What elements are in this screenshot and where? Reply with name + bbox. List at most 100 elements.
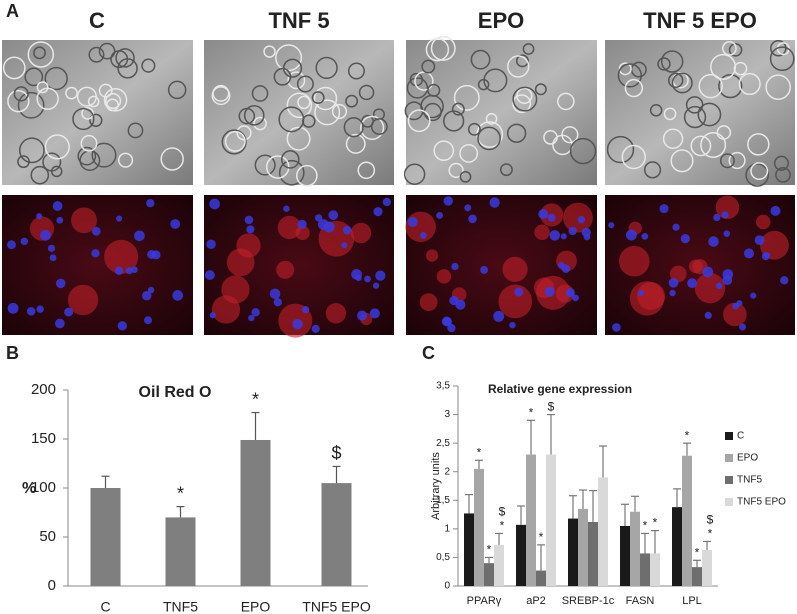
lipid bbox=[277, 215, 302, 240]
nucleus bbox=[357, 310, 368, 321]
nucleus bbox=[549, 230, 560, 241]
image-label: C bbox=[89, 8, 105, 33]
nucleus bbox=[572, 294, 579, 302]
nucleus bbox=[55, 278, 66, 289]
nucleus bbox=[342, 225, 352, 235]
cell bbox=[7, 89, 30, 113]
nucleus bbox=[341, 242, 348, 249]
cell bbox=[88, 46, 105, 63]
nucleus bbox=[489, 197, 500, 208]
image-label: TNF 5 bbox=[268, 8, 329, 33]
bar bbox=[464, 513, 474, 586]
lipid bbox=[425, 249, 439, 262]
nucleus bbox=[577, 215, 586, 224]
nucleus bbox=[49, 254, 57, 262]
nucleus bbox=[436, 211, 444, 219]
bar bbox=[240, 439, 271, 586]
cell bbox=[345, 133, 366, 154]
cell bbox=[160, 147, 184, 171]
cell bbox=[110, 50, 129, 69]
significance-marker: $ bbox=[548, 400, 555, 414]
nucleus bbox=[248, 314, 255, 322]
cell bbox=[698, 73, 723, 99]
nucleus bbox=[538, 209, 549, 220]
cell bbox=[98, 83, 113, 98]
bar bbox=[568, 518, 578, 586]
legend-label: TNF5 bbox=[737, 475, 762, 486]
cell bbox=[343, 117, 364, 138]
y-tick-label: 2,5 bbox=[436, 438, 450, 449]
nucleus bbox=[26, 307, 36, 316]
cell bbox=[282, 58, 303, 78]
cell bbox=[27, 41, 55, 68]
legend-label: TNF5 EPO bbox=[737, 497, 786, 508]
nucleus bbox=[116, 215, 123, 222]
lipid bbox=[419, 293, 438, 312]
cell bbox=[224, 130, 246, 152]
nucleus bbox=[547, 213, 556, 222]
cell bbox=[30, 165, 50, 185]
cell bbox=[44, 134, 70, 160]
nucleus bbox=[680, 234, 690, 244]
nucleus bbox=[273, 298, 282, 307]
significance-marker: * bbox=[177, 483, 184, 503]
nucleus bbox=[704, 311, 712, 319]
cell bbox=[773, 155, 790, 171]
nucleus bbox=[713, 213, 721, 222]
nucleus bbox=[708, 236, 719, 247]
cell bbox=[65, 86, 78, 100]
legend-swatch bbox=[725, 498, 733, 506]
cell bbox=[769, 46, 795, 72]
legend-swatch bbox=[725, 454, 733, 462]
nucleus bbox=[715, 282, 723, 290]
lipid bbox=[226, 248, 255, 277]
nucleus bbox=[668, 277, 679, 288]
nucleus bbox=[52, 201, 63, 211]
cell bbox=[515, 54, 529, 68]
cell bbox=[286, 126, 311, 151]
nucleus bbox=[114, 266, 124, 276]
cell bbox=[512, 86, 538, 112]
cell bbox=[606, 135, 635, 164]
bar bbox=[672, 507, 682, 586]
legend-swatch bbox=[725, 476, 733, 484]
nucleus bbox=[142, 291, 152, 301]
nucleus bbox=[143, 316, 153, 325]
cell bbox=[345, 94, 359, 108]
bar bbox=[484, 563, 494, 586]
nucleus bbox=[509, 321, 516, 329]
y-axis-title: % bbox=[22, 480, 36, 497]
lipid bbox=[755, 214, 771, 230]
nucleus bbox=[56, 216, 64, 224]
cell bbox=[420, 94, 444, 119]
cell bbox=[236, 125, 252, 141]
nucleus bbox=[372, 282, 380, 289]
nucleus bbox=[722, 269, 734, 280]
cell bbox=[212, 84, 230, 102]
cell bbox=[406, 77, 429, 99]
lipid bbox=[436, 269, 452, 284]
lipid bbox=[534, 224, 550, 241]
cell bbox=[313, 86, 338, 111]
bar bbox=[598, 477, 608, 586]
nucleus bbox=[739, 323, 746, 331]
y-axis-title: Arbitrary units bbox=[430, 452, 442, 520]
bar bbox=[630, 511, 640, 586]
y-tick-label: 50 bbox=[39, 528, 56, 545]
nucleus bbox=[382, 197, 391, 207]
nucleus bbox=[209, 312, 216, 319]
cell bbox=[2, 56, 26, 80]
significance-marker: $ bbox=[707, 513, 714, 527]
cell bbox=[483, 68, 508, 93]
cell bbox=[117, 152, 134, 168]
nucleus bbox=[612, 323, 621, 332]
cell bbox=[718, 74, 743, 99]
nucleus bbox=[20, 237, 29, 246]
cell bbox=[433, 140, 455, 162]
cell bbox=[286, 92, 313, 119]
nucleus bbox=[36, 305, 44, 313]
cell bbox=[543, 130, 558, 145]
y-tick-label: 1 bbox=[444, 523, 450, 534]
lipid bbox=[723, 302, 747, 327]
y-tick-label: 3,5 bbox=[436, 381, 450, 392]
